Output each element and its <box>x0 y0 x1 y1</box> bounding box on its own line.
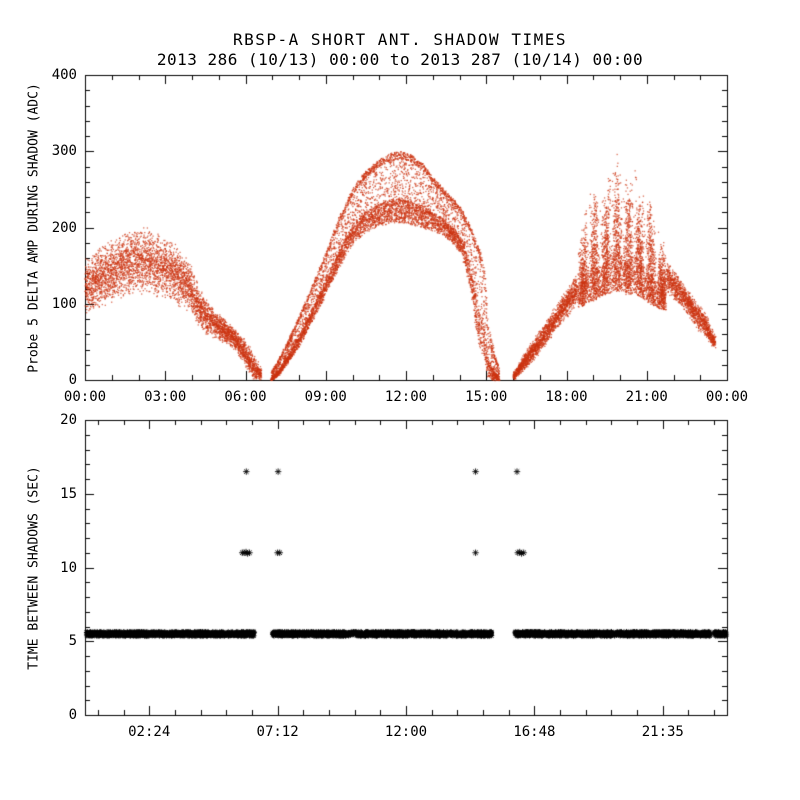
top-x-tick-label: 03:00 <box>144 389 187 405</box>
chart-title: RBSP-A SHORT ANT. SHADOW TIMES <box>233 30 567 49</box>
top-y-tick-label: 400 <box>51 67 77 83</box>
top-x-tick-label: 18:00 <box>545 389 588 405</box>
top-x-tick-label: 21:00 <box>625 389 668 405</box>
top-y-tick-label: 0 <box>68 372 77 388</box>
top-x-tick-label: 00:00 <box>705 389 749 405</box>
top-y-tick-label: 200 <box>51 219 77 236</box>
bottom-y-tick-label: 10 <box>60 559 77 576</box>
top-y-tick-label: 100 <box>51 295 77 312</box>
top-x-tick-label: 15:00 <box>465 389 508 405</box>
top-x-tick-label: 12:00 <box>384 389 428 405</box>
top-y-tick-label: 300 <box>51 143 77 160</box>
top-x-tick-label: 00:00 <box>63 389 107 405</box>
top-x-tick-label: 09:00 <box>304 389 347 405</box>
bottom-x-tick-label: 16:48 <box>513 724 556 740</box>
bottom-x-tick-label: 02:24 <box>128 724 171 740</box>
bottom-y-tick-label: 0 <box>68 707 77 723</box>
chart-subtitle: 2013 286 (10/13) 00:00 to 2013 287 (10/1… <box>156 50 644 69</box>
bottom-y-tick-label: 5 <box>68 633 77 650</box>
bottom-x-tick-label: 07:12 <box>256 724 299 740</box>
bottom-x-tick-label: 21:35 <box>641 724 684 740</box>
bottom-y-axis-label: TIME BETWEEN SHADOWS (SEC) <box>26 466 42 670</box>
bottom-y-tick-label: 15 <box>60 485 77 502</box>
bottom-y-tick-label: 20 <box>60 412 77 428</box>
top-y-axis-label: Probe 5 DELTA AMP DURING SHADOW (ADC) <box>26 83 42 373</box>
top-x-tick-label: 06:00 <box>224 389 267 405</box>
bottom-x-tick-label: 12:00 <box>384 724 428 740</box>
